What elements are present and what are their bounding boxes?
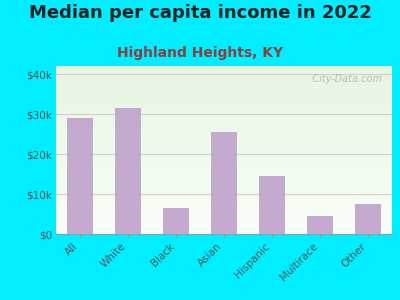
Bar xyxy=(211,132,237,234)
Bar xyxy=(163,208,189,234)
Text: Highland Heights, KY: Highland Heights, KY xyxy=(117,46,283,61)
Bar xyxy=(307,216,333,234)
Bar xyxy=(355,204,381,234)
Text: Median per capita income in 2022: Median per capita income in 2022 xyxy=(28,4,372,22)
Bar xyxy=(67,118,93,234)
Bar xyxy=(259,176,285,234)
Bar xyxy=(115,108,141,234)
Text: City-Data.com: City-Data.com xyxy=(303,74,382,84)
